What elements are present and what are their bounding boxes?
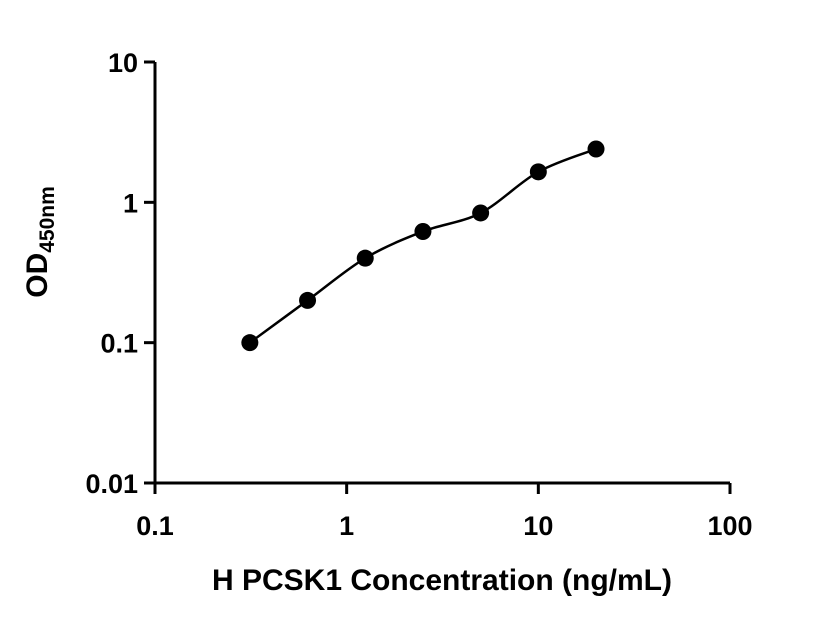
data-point — [414, 222, 432, 240]
y-tick-label: 0.01 — [85, 469, 138, 499]
data-point — [529, 163, 547, 181]
y-axis-title: OD450nm — [21, 186, 59, 298]
y-axis-title-sub: 450nm — [36, 186, 59, 253]
y-axis-title-main: OD — [21, 253, 54, 298]
y-tick-label: 10 — [108, 48, 138, 78]
x-tick-label: 0.1 — [136, 511, 174, 541]
y-tick-label: 1 — [123, 188, 138, 218]
plot-area: 0.1 1 10 100 0.01 0.1 1 10 — [85, 48, 752, 541]
x-tick-label: 100 — [707, 511, 752, 541]
x-tick-label: 10 — [523, 511, 553, 541]
x-tick-label: 1 — [339, 511, 354, 541]
y-tick-label: 0.1 — [100, 329, 138, 359]
x-axis-title: H PCSK1 Concentration (ng/mL) — [212, 564, 672, 597]
axes-spines — [153, 62, 730, 485]
data-point — [587, 140, 605, 158]
data-point — [241, 334, 259, 352]
data-point — [299, 291, 317, 309]
data-point — [472, 204, 490, 222]
data-point — [356, 249, 374, 267]
